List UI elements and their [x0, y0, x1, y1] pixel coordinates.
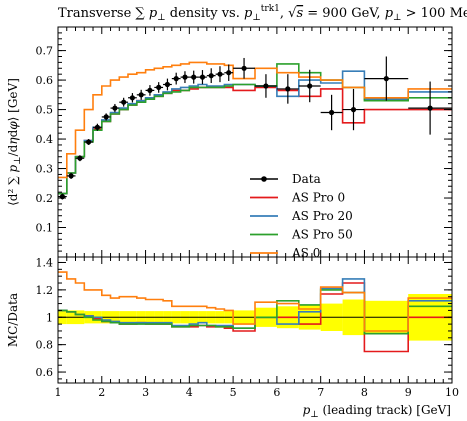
ratio-y-tick-label: 1.2	[36, 284, 54, 297]
main-y-tick-label: 0.7	[36, 45, 54, 58]
x-tick-label: 10	[445, 386, 459, 399]
data-point	[226, 70, 232, 76]
ratio-line-as-0	[58, 271, 452, 332]
ratio-y-tick-label: 0.6	[36, 366, 54, 379]
data-point	[103, 114, 109, 120]
data-point	[77, 155, 83, 161]
legend-label-as-pro-0: AS Pro 0	[291, 191, 345, 205]
data-point	[191, 74, 197, 80]
legend-label-data: Data	[292, 172, 321, 186]
data-point	[68, 173, 74, 179]
data-point	[217, 71, 223, 77]
legend-label-as-pro-50: AS Pro 50	[291, 228, 353, 242]
data-point	[129, 95, 135, 101]
data-point	[208, 73, 214, 79]
x-tick-label: 3	[142, 386, 149, 399]
data-point	[164, 81, 170, 88]
x-tick-label: 7	[317, 386, 324, 399]
data-point	[350, 107, 357, 113]
x-axis-label: p⊥ (leading track) [GeV]	[303, 403, 451, 420]
ratio-y-tick-label: 0.8	[36, 339, 54, 352]
series-line-as-pro-50	[58, 63, 452, 195]
data-point	[147, 87, 153, 93]
data-point	[156, 84, 162, 90]
data-point	[329, 109, 335, 116]
legend: Data AS Pro 0 AS Pro 20 AS Pro 50 AS 0	[250, 172, 353, 260]
data-point	[285, 86, 291, 92]
x-tick-label: 8	[361, 386, 368, 399]
main-y-tick-label: 0.2	[36, 192, 54, 205]
main-y-tick-label: 0.6	[36, 74, 54, 87]
ratio-y-axis-label: MC/Data	[6, 293, 20, 347]
data-point	[182, 74, 188, 80]
main-y-tick-label: 0.3	[36, 163, 54, 176]
data-point	[112, 105, 118, 111]
x-tick-label: 5	[230, 386, 237, 399]
main-y-tick-label: 0.4	[36, 133, 54, 146]
chart-title: Transverse ∑ p⊥ density vs. p⊥trk1, √s =…	[58, 4, 467, 23]
series-line-as-pro-0	[58, 86, 452, 195]
data-point	[138, 92, 144, 98]
data-point	[199, 74, 206, 80]
main-y-axis-label: ⟨d² ∑ p⊥/dηdφ⟩ [GeV]	[6, 78, 23, 206]
data-point	[86, 139, 92, 145]
main-y-tick-label: 0.5	[36, 104, 54, 117]
x-tick-label: 2	[98, 386, 105, 399]
series-line-as-0	[58, 61, 452, 179]
x-tick-label: 4	[186, 386, 193, 399]
ratio-plot-frame	[57, 256, 453, 384]
data-point	[263, 83, 269, 89]
main-plot-panel: 0.1 0.2 0.3 0.4 0.5 0.6 0.7 ⟨d² ∑ p⊥/dηdφ⟩ [Ge…	[6, 26, 453, 258]
data-point	[241, 65, 247, 71]
data-point	[427, 105, 433, 111]
main-plot-frame	[57, 26, 453, 258]
x-tick-label: 9	[405, 386, 412, 399]
main-y-tick-label: 0.1	[36, 222, 54, 235]
legend-marker-data	[261, 176, 267, 182]
data-point	[307, 83, 313, 89]
data-point	[121, 99, 127, 105]
ratio-y-tick-label: 1.4	[36, 257, 54, 270]
x-tick-label: 6	[273, 386, 280, 399]
x-tick-label: 1	[55, 386, 62, 399]
ratio-y-tick-label: 1	[46, 311, 53, 324]
ratio-plot-panel: 1 2 3 4 5 6 7 8 9 10 0.6 0.8 1 1.2 1.4 MC/Data p⊥ (lea…	[6, 256, 459, 420]
data-point	[383, 76, 389, 82]
legend-label-as-0: AS 0	[291, 246, 320, 260]
data-point	[94, 124, 100, 130]
data-point	[173, 76, 179, 82]
legend-label-as-pro-20: AS Pro 20	[291, 209, 353, 223]
